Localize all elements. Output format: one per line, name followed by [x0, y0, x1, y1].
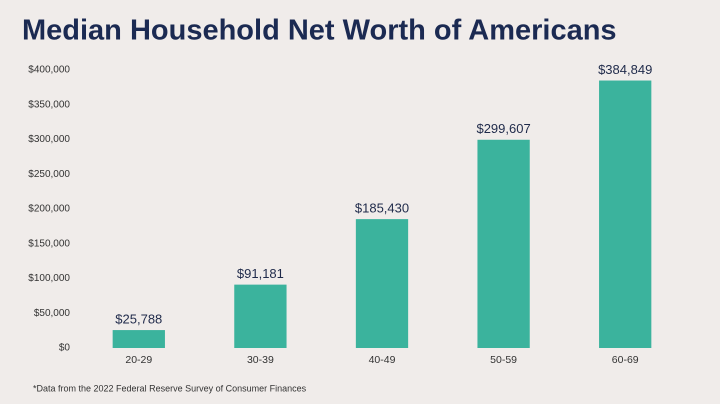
y-tick-label: $150,000 [28, 238, 70, 249]
bar [112, 330, 165, 348]
value-label: $185,430 [355, 201, 409, 216]
bar [477, 139, 530, 348]
footnote: *Data from the 2022 Federal Reserve Surv… [33, 383, 307, 393]
x-tick-label: 50-59 [490, 354, 517, 366]
value-label: $25,788 [115, 312, 162, 327]
bar [599, 80, 652, 349]
chart-title: Median Household Net Worth of Americans [22, 15, 617, 47]
y-tick-label: $100,000 [28, 273, 70, 284]
y-tick-label: $250,000 [28, 169, 70, 180]
value-label: $299,607 [476, 121, 530, 136]
x-tick-label: 30-39 [247, 354, 274, 366]
y-tick-label: $0 [59, 343, 71, 354]
y-tick-label: $400,000 [28, 65, 70, 76]
bar [355, 219, 409, 348]
bar [234, 284, 287, 348]
x-tick-label: 40-49 [369, 354, 396, 366]
y-tick-label: $300,000 [28, 134, 70, 145]
x-tick-label: 60-69 [612, 354, 639, 366]
value-label: $91,181 [237, 266, 284, 281]
value-label: $384,849 [598, 62, 652, 77]
y-tick-label: $350,000 [28, 99, 70, 110]
y-tick-label: $200,000 [28, 204, 70, 215]
x-tick-label: 20-29 [125, 354, 152, 366]
y-tick-label: $50,000 [34, 308, 71, 319]
